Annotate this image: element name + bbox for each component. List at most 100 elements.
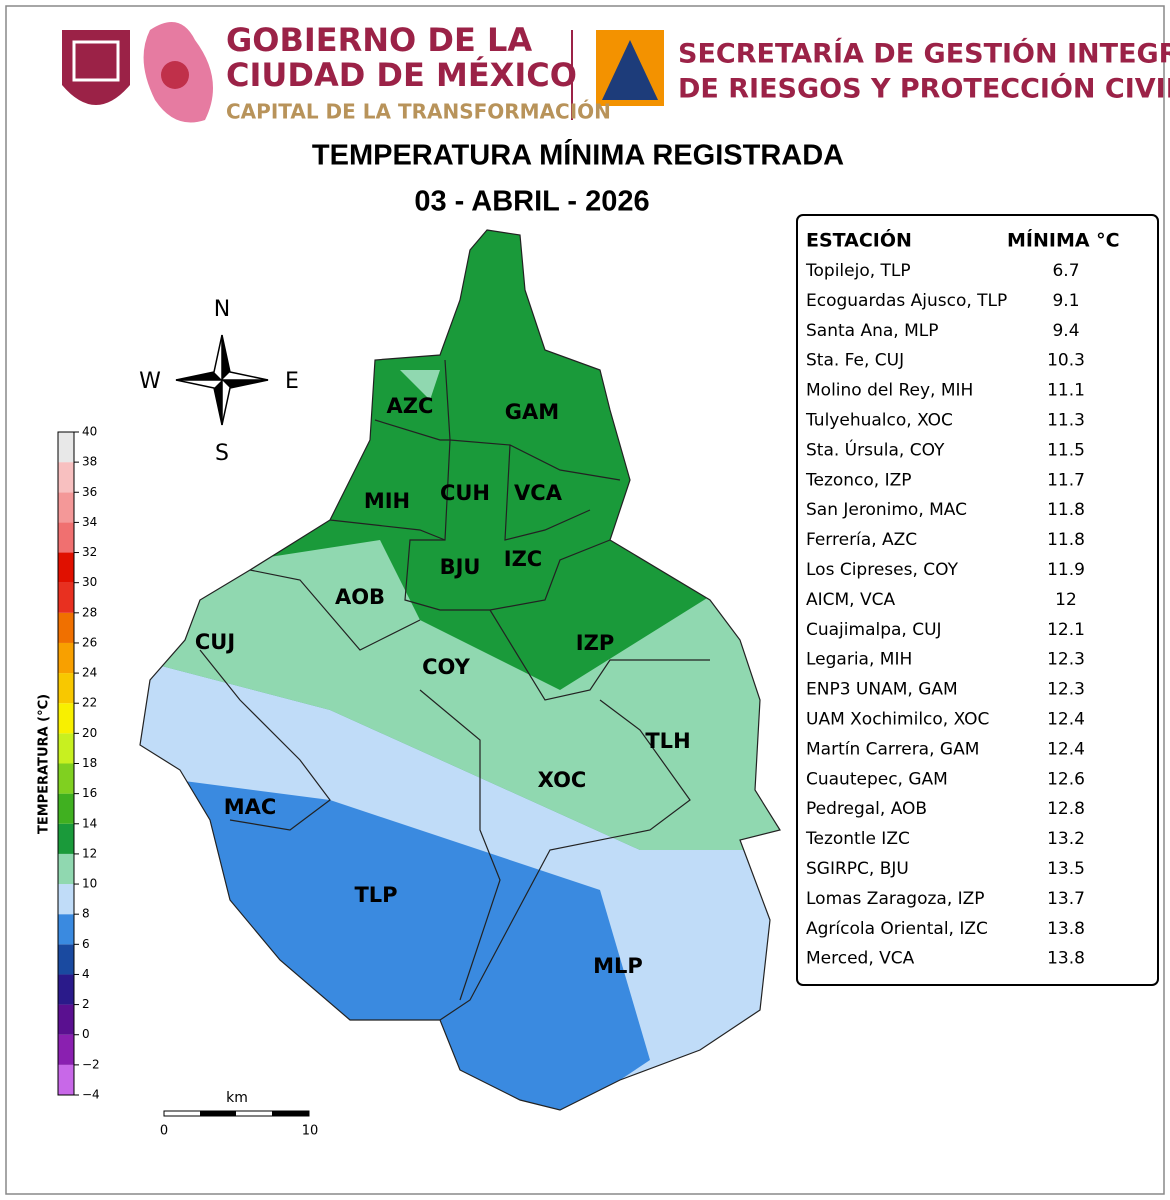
colorbar-band: [58, 703, 74, 734]
station-name: Agrícola Oriental, IZC: [806, 919, 988, 939]
scale-bar: km 0 10: [160, 1090, 318, 1139]
colorbar-tick-label: 4: [82, 967, 90, 981]
district-label: BJU: [440, 555, 481, 579]
colorbar-tick-label: 0: [82, 1027, 90, 1041]
station-min: 11.3: [1047, 411, 1085, 431]
colorbar-band: [58, 642, 74, 674]
colorbar-tick-label: 14: [82, 816, 97, 830]
station-min: 9.1: [1052, 291, 1079, 311]
sec-line: DE RIESGOS Y PROTECCIÓN CIVIL: [678, 73, 1170, 105]
colorbar-tick-label: 24: [82, 666, 97, 680]
station-min: 13.7: [1047, 889, 1085, 909]
station-min: 11.5: [1047, 440, 1085, 460]
district-label: TLP: [354, 883, 397, 907]
colorbar-tick-label: 28: [82, 605, 97, 619]
gov-line: CIUDAD DE MÉXICO: [226, 56, 577, 94]
colorbar-tick-label: 32: [82, 545, 97, 559]
station-name: Cuautepec, GAM: [806, 769, 948, 789]
district-label: COY: [422, 655, 471, 679]
colorbar-band: [58, 733, 74, 764]
station-name: Santa Ana, MLP: [806, 321, 939, 341]
station-name: San Jeronimo, MAC: [806, 500, 967, 520]
station-min: 12.3: [1047, 680, 1085, 700]
station-min: 12.6: [1047, 769, 1085, 789]
colorbar-tick-label: 36: [82, 485, 97, 499]
colorbar-band: [58, 1034, 74, 1065]
district-label: MLP: [593, 954, 643, 978]
header: GOBIERNO DE LA CIUDAD DE MÉXICO CAPITAL …: [226, 21, 1170, 218]
compass: N S E W: [139, 297, 299, 466]
colorbar-band: [58, 1004, 74, 1035]
compass-s: S: [215, 441, 229, 466]
station-min: 6.7: [1052, 261, 1079, 281]
station-table: ESTACIÓN MÍNIMA °C Topilejo, TLP 6.7 Ecogu…: [805, 228, 1120, 969]
colorbar-tick-label: 16: [82, 786, 97, 800]
date: 03 - ABRIL - 2026: [414, 186, 649, 218]
colorbar-tick-label: 8: [82, 907, 90, 921]
table-header: ESTACIÓN: [806, 228, 912, 252]
station-name: SGIRPC, BJU: [806, 859, 909, 879]
district-label: MAC: [224, 795, 277, 819]
district-label: XOC: [538, 768, 587, 792]
district-label: CUJ: [195, 630, 235, 654]
colorbar-tick-label: 34: [82, 515, 97, 529]
station-name: Sta. Úrsula, COY: [806, 438, 945, 460]
station-name: Los Cipreses, COY: [806, 560, 959, 580]
district-label: IZP: [576, 631, 614, 655]
station-name: Merced, VCA: [806, 949, 915, 969]
gov-line: GOBIERNO DE LA: [226, 21, 532, 59]
colorbar-band: [58, 914, 74, 945]
district-label: CUH: [440, 481, 490, 505]
station-min: 11.8: [1047, 530, 1085, 550]
colorbar-tick-label: 22: [82, 696, 97, 710]
colorbar-tick-label: 6: [82, 937, 90, 951]
logo-cdmx: [62, 22, 664, 123]
district-labels: AZC GAM MIH CUH VCA BJU IZC AOB CUJ IZP COY TLH XOC M…: [195, 394, 691, 978]
gov-line: CAPITAL DE LA TRANSFORMACIÓN: [226, 100, 611, 124]
colorbar-band: [58, 974, 74, 1005]
colorbar-band: [58, 1064, 74, 1095]
station-name: Ferrería, AZC: [806, 530, 917, 550]
station-min: 11.1: [1047, 381, 1085, 401]
station-name: Tezonco, IZP: [805, 470, 912, 490]
colorbar-tick-label: 10: [82, 877, 97, 891]
district-label: GAM: [505, 400, 559, 424]
station-name: Sta. Fe, CUJ: [806, 351, 904, 371]
sec-line: SECRETARÍA DE GESTIÓN INTEGRAL: [678, 38, 1170, 70]
colorbar-band: [58, 522, 74, 553]
station-min: 12.3: [1047, 650, 1085, 670]
scale-unit: km: [226, 1090, 248, 1106]
station-min: 12: [1055, 590, 1077, 610]
colorbar-band: [58, 582, 74, 613]
district-label: IZC: [504, 547, 542, 571]
colorbar-tick-label: 2: [82, 997, 90, 1011]
colorbar-tick-label: 40: [82, 425, 97, 439]
station-min: 9.4: [1052, 321, 1079, 341]
colorbar-tick-label: 20: [82, 726, 97, 740]
station-min: 12.8: [1047, 799, 1085, 819]
colorbar-band: [58, 793, 74, 824]
scale-tick: 10: [302, 1124, 319, 1139]
colorbar-tick-label: 18: [82, 756, 97, 770]
colorbar-band: [58, 763, 74, 794]
colorbar-tick-label: 26: [82, 635, 97, 649]
colorbar-label: TEMPERATURA (°C): [37, 694, 52, 834]
district-label: MIH: [364, 489, 410, 513]
colorbar-band: [58, 492, 74, 523]
colorbar-band: [58, 552, 74, 583]
district-borders: [139, 229, 781, 1111]
colorbar-tick-label: 38: [82, 455, 97, 469]
compass-e: E: [285, 369, 299, 394]
station-name: Lomas Zaragoza, IZP: [806, 889, 985, 909]
station-min: 12.1: [1047, 620, 1085, 640]
colorbar-tick-label: 12: [82, 846, 97, 860]
scale-tick: 0: [160, 1124, 168, 1139]
station-min: 11.8: [1047, 500, 1085, 520]
colorbar-band: [58, 432, 74, 463]
colorbar-tick-label: 30: [82, 575, 97, 589]
colorbar: TEMPERATURA (°C) −4−20246810121416182022…: [37, 425, 100, 1102]
district-label: TLH: [645, 729, 690, 753]
station-min: 13.8: [1047, 949, 1085, 969]
station-min: 13.2: [1047, 829, 1085, 849]
